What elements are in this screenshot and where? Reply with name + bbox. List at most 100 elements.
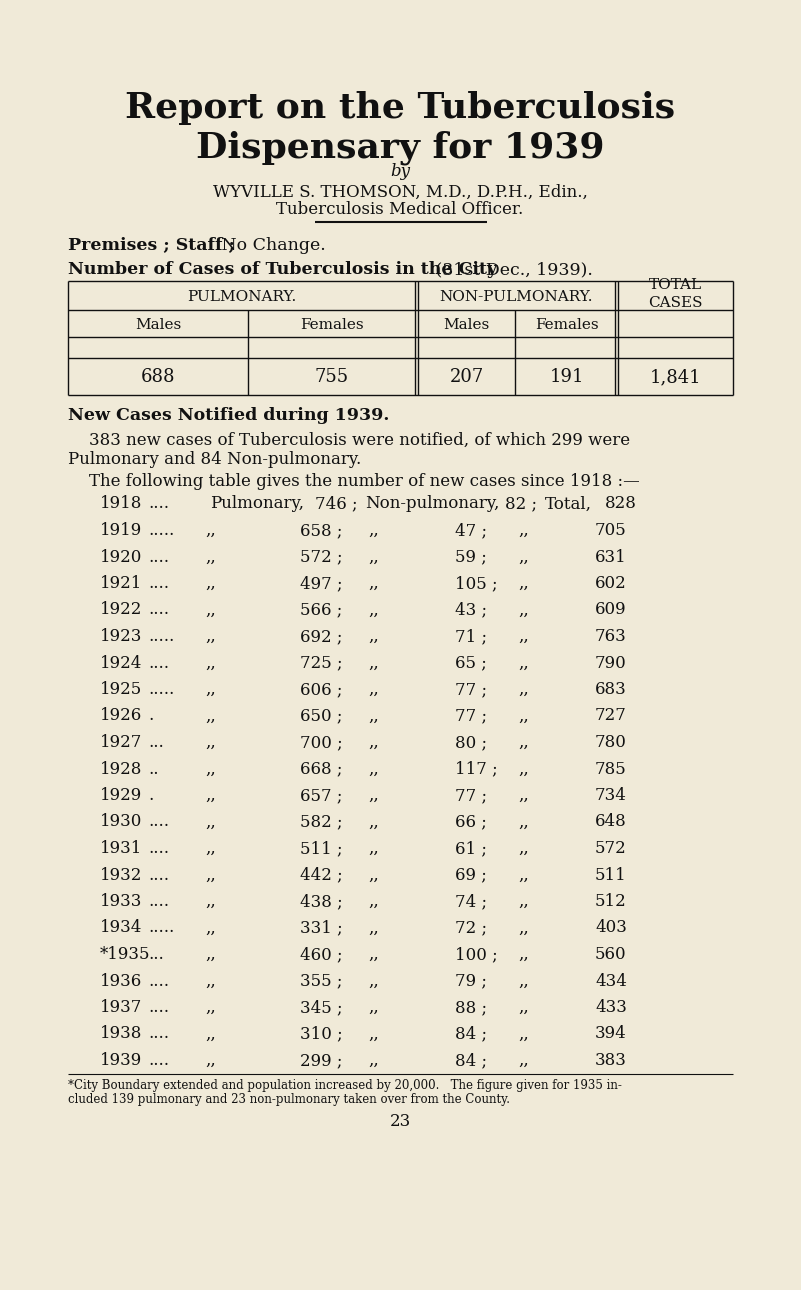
Text: ,,: ,, <box>368 548 379 565</box>
Text: New Cases Notified during 1939.: New Cases Notified during 1939. <box>68 408 389 424</box>
Text: 602: 602 <box>595 575 626 592</box>
Text: TOTAL
CASES: TOTAL CASES <box>648 277 702 310</box>
Text: Pulmonary and 84 Non-pulmonary.: Pulmonary and 84 Non-pulmonary. <box>68 451 361 468</box>
Text: 688: 688 <box>141 368 175 386</box>
Text: ,,: ,, <box>518 522 529 539</box>
Text: Females: Females <box>535 319 598 332</box>
Text: ,,: ,, <box>518 893 529 909</box>
Text: 23: 23 <box>389 1113 411 1130</box>
Text: 310 ;: 310 ; <box>300 1026 343 1042</box>
Text: 59 ;: 59 ; <box>455 548 487 565</box>
Text: ,,: ,, <box>205 761 215 778</box>
Text: 1939: 1939 <box>100 1053 143 1069</box>
Text: 511: 511 <box>595 867 626 884</box>
Text: ...: ... <box>148 946 163 964</box>
Text: .....: ..... <box>148 522 175 539</box>
Text: ,,: ,, <box>518 575 529 592</box>
Text: 705: 705 <box>595 522 626 539</box>
Text: 117 ;: 117 ; <box>455 761 497 778</box>
Text: Dispensary for 1939: Dispensary for 1939 <box>195 130 604 165</box>
Text: 299 ;: 299 ; <box>300 1053 342 1069</box>
Text: Report on the Tuberculosis: Report on the Tuberculosis <box>125 92 675 125</box>
Text: Males: Males <box>135 319 181 332</box>
Text: 692 ;: 692 ; <box>300 628 342 645</box>
Text: ,,: ,, <box>205 628 215 645</box>
Text: ,,: ,, <box>518 548 529 565</box>
Text: ,,: ,, <box>368 761 379 778</box>
Text: 582 ;: 582 ; <box>300 814 343 831</box>
Text: ....: .... <box>148 998 169 1017</box>
Text: 84 ;: 84 ; <box>455 1053 487 1069</box>
Text: 1938: 1938 <box>100 1026 143 1042</box>
Text: 1923: 1923 <box>100 628 143 645</box>
Text: 79 ;: 79 ; <box>455 973 487 989</box>
Text: 511 ;: 511 ; <box>300 840 343 857</box>
Text: ....: .... <box>148 575 169 592</box>
Text: 47 ;: 47 ; <box>455 522 487 539</box>
Text: ,,: ,, <box>205 522 215 539</box>
Text: 80 ;: 80 ; <box>455 734 487 751</box>
Text: 191: 191 <box>549 368 584 386</box>
Text: 88 ;: 88 ; <box>455 998 487 1017</box>
Text: ,,: ,, <box>518 654 529 672</box>
Text: 1928: 1928 <box>100 761 143 778</box>
Text: ....: .... <box>148 1026 169 1042</box>
Text: ....: .... <box>148 893 169 909</box>
Text: cluded 139 pulmonary and 23 non-pulmonary taken over from the County.: cluded 139 pulmonary and 23 non-pulmonar… <box>68 1093 510 1106</box>
Text: ,,: ,, <box>205 1026 215 1042</box>
Text: No Change.: No Change. <box>216 236 326 254</box>
Text: ,,: ,, <box>518 787 529 804</box>
Text: ,,: ,, <box>205 920 215 937</box>
Text: ,,: ,, <box>368 946 379 964</box>
Text: .: . <box>148 707 153 725</box>
Text: ,,: ,, <box>368 920 379 937</box>
Text: 355 ;: 355 ; <box>300 973 342 989</box>
Text: 1921: 1921 <box>100 575 143 592</box>
Text: ....: .... <box>148 840 169 857</box>
Text: 572 ;: 572 ; <box>300 548 343 565</box>
Text: ,,: ,, <box>205 1053 215 1069</box>
Text: .....: ..... <box>148 628 175 645</box>
Text: Premises ; Staff ;: Premises ; Staff ; <box>68 236 241 254</box>
Text: ,,: ,, <box>205 814 215 831</box>
Text: .....: ..... <box>148 920 175 937</box>
Text: 727: 727 <box>595 707 627 725</box>
Text: 609: 609 <box>595 601 626 618</box>
Text: Tuberculosis Medical Officer.: Tuberculosis Medical Officer. <box>276 201 524 218</box>
Text: ,,: ,, <box>368 628 379 645</box>
Text: ,,: ,, <box>205 840 215 857</box>
Text: ,,: ,, <box>368 998 379 1017</box>
Text: PULMONARY.: PULMONARY. <box>187 290 296 304</box>
Text: ,,: ,, <box>518 761 529 778</box>
Text: 828: 828 <box>605 495 637 512</box>
Text: .....: ..... <box>148 681 175 698</box>
Text: 683: 683 <box>595 681 626 698</box>
Text: ,,: ,, <box>368 814 379 831</box>
Text: 1918: 1918 <box>100 495 143 512</box>
Text: 77 ;: 77 ; <box>455 681 487 698</box>
Text: 100 ;: 100 ; <box>455 946 497 964</box>
Text: 1931: 1931 <box>100 840 143 857</box>
Text: 66 ;: 66 ; <box>455 814 487 831</box>
Text: ,,: ,, <box>205 681 215 698</box>
Text: ,,: ,, <box>368 1026 379 1042</box>
Text: ..: .. <box>148 761 159 778</box>
Text: ,,: ,, <box>368 681 379 698</box>
Text: 403: 403 <box>595 920 627 937</box>
Text: ,,: ,, <box>518 628 529 645</box>
Text: ....: .... <box>148 495 169 512</box>
Text: ,,: ,, <box>205 575 215 592</box>
Text: 77 ;: 77 ; <box>455 707 487 725</box>
Text: 1922: 1922 <box>100 601 143 618</box>
Text: ,,: ,, <box>205 998 215 1017</box>
Text: 1926: 1926 <box>100 707 143 725</box>
Text: ,,: ,, <box>368 522 379 539</box>
Text: 1937: 1937 <box>100 998 143 1017</box>
Text: 105 ;: 105 ; <box>455 575 497 592</box>
Text: 657 ;: 657 ; <box>300 787 342 804</box>
Text: 648: 648 <box>595 814 626 831</box>
Text: 1932: 1932 <box>100 867 143 884</box>
Text: ,,: ,, <box>518 1053 529 1069</box>
Text: 69 ;: 69 ; <box>455 867 487 884</box>
Text: *City Boundary extended and population increased by 20,000.   The figure given f: *City Boundary extended and population i… <box>68 1078 622 1093</box>
